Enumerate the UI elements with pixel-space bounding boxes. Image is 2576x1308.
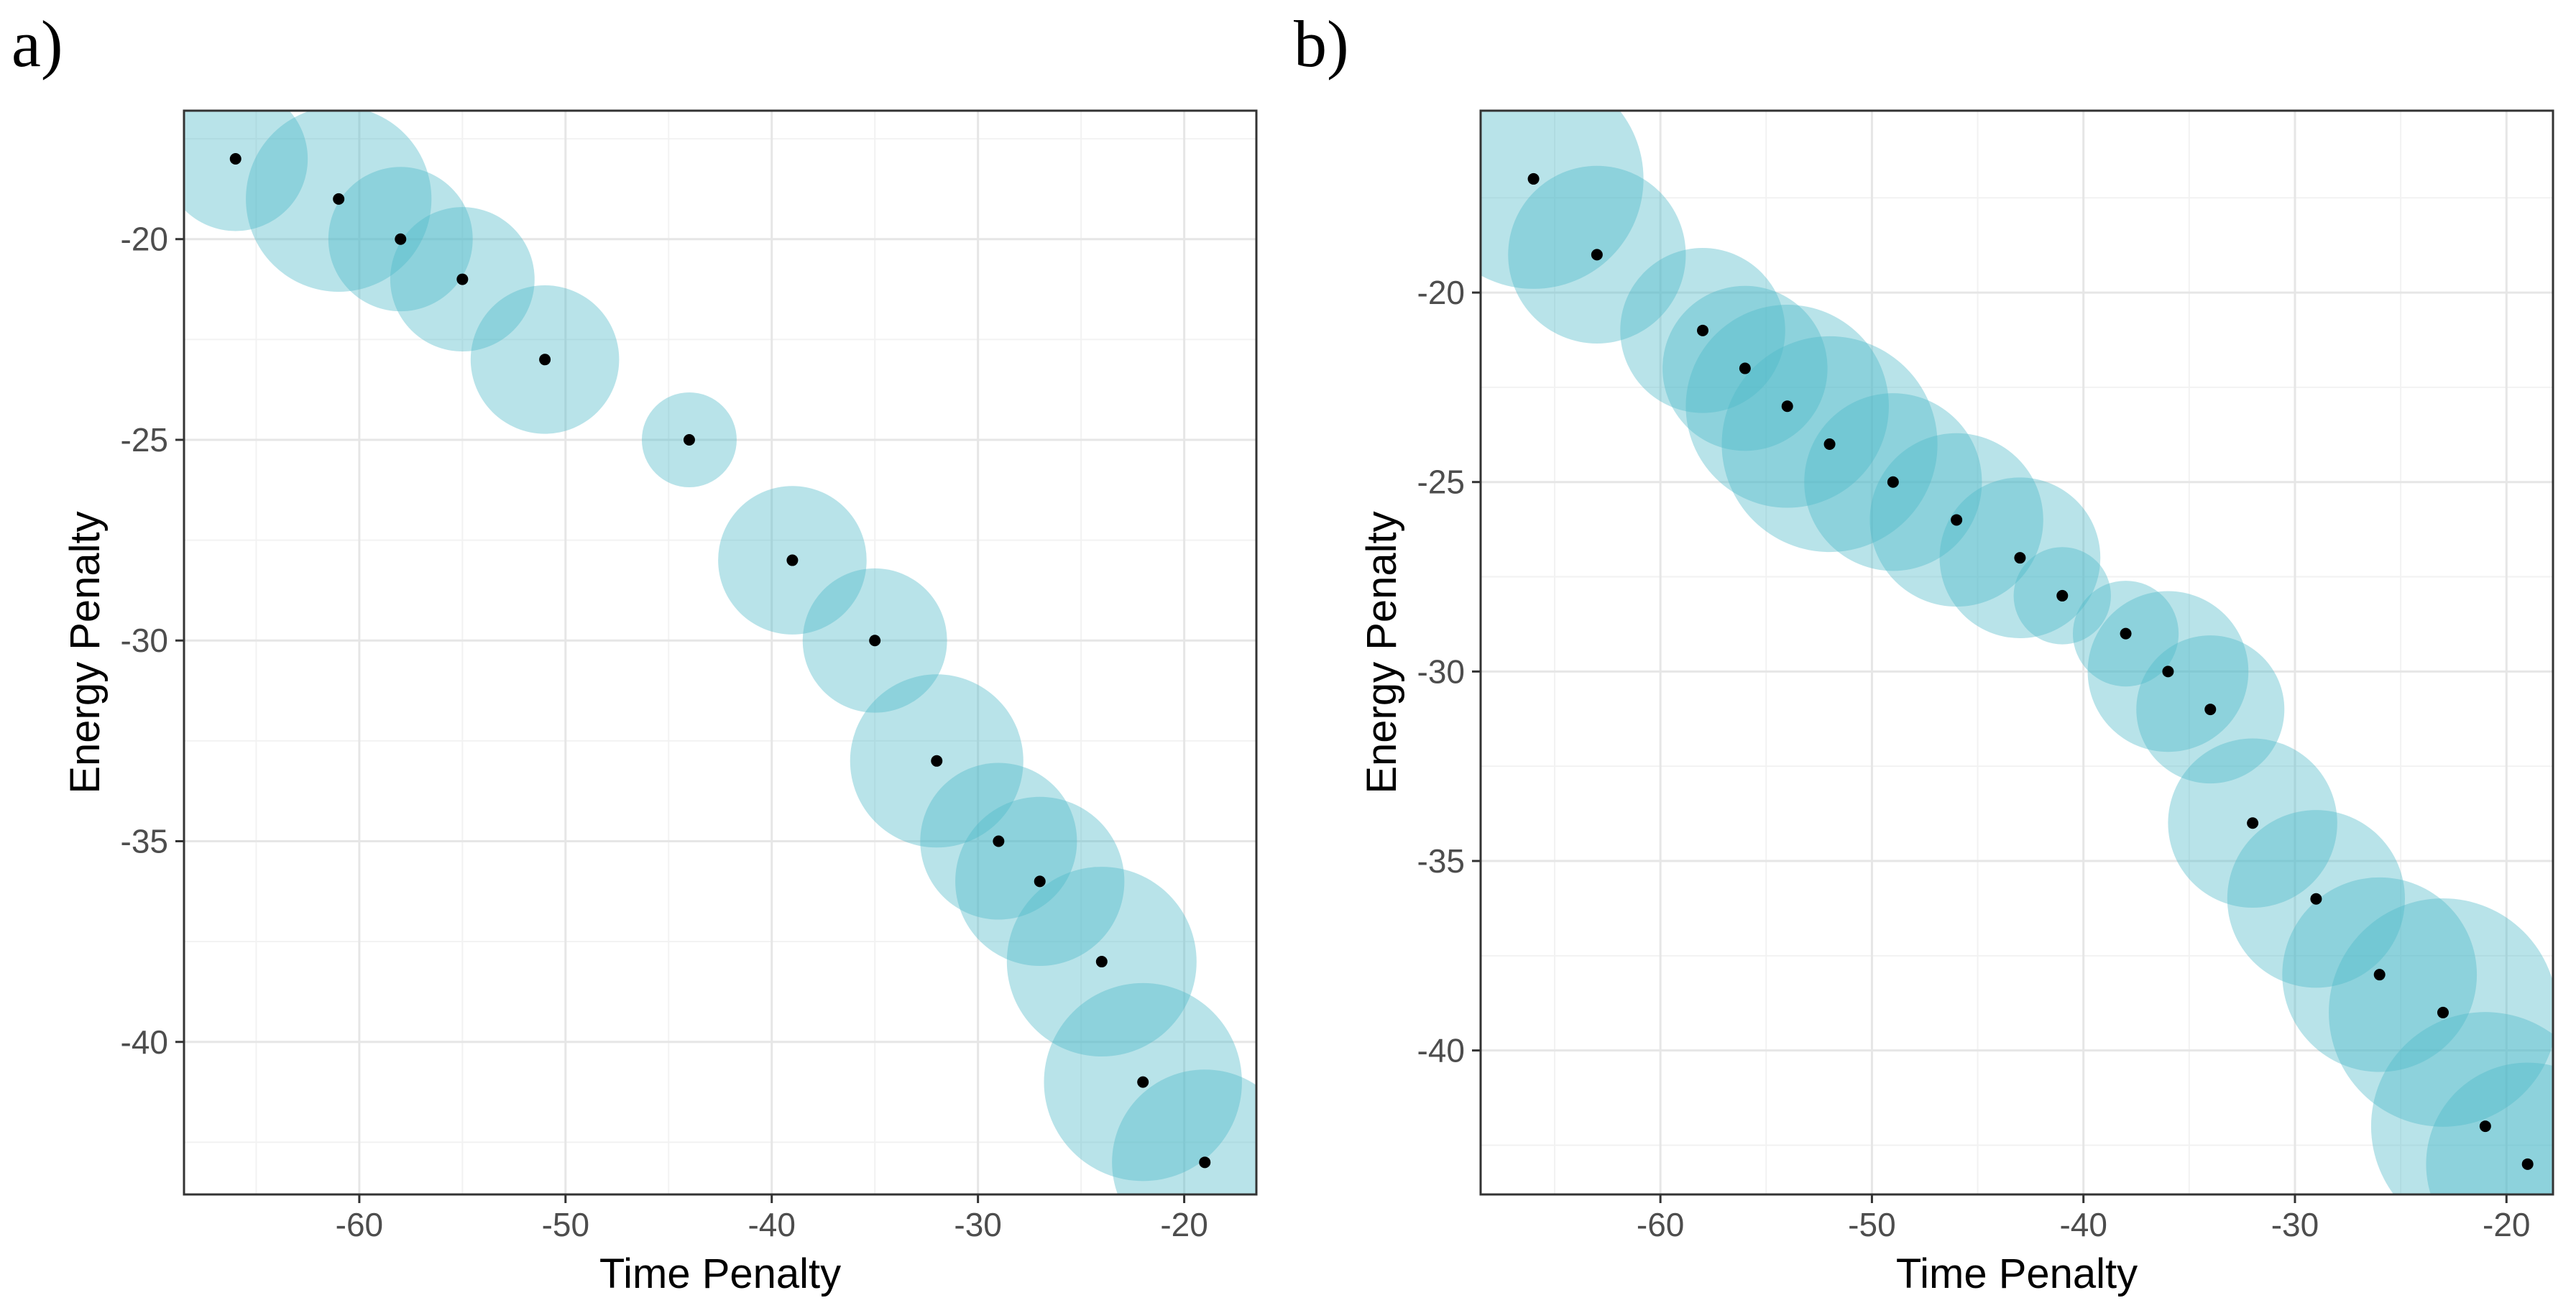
panel-b-data-point	[2247, 817, 2259, 829]
panel-b-data-point	[1739, 362, 1751, 374]
panel-b-y-tick-label: -35	[1417, 842, 1465, 880]
panel-a-y-ticks: -20 -25 -30 -35 -40	[121, 221, 184, 1061]
panel-b-x-tick-label: -20	[2483, 1206, 2530, 1243]
panel-b-data-point	[1951, 514, 1963, 526]
panel-b-data-point	[2014, 552, 2026, 564]
panel-a-y-tick-label: -40	[121, 1023, 168, 1061]
panel-a-bubble	[184, 111, 308, 231]
panel-b-data-point	[2162, 665, 2174, 678]
panel-a-y-tick-label: -30	[121, 622, 168, 659]
panel-b-plot-frame	[1479, 109, 2554, 1196]
panel-b-x-axis-title: Time Penalty	[1896, 1251, 2138, 1297]
panel-b-x-ticks: -60 -50 -40 -30 -20	[1637, 1194, 2531, 1243]
panel-a-x-ticks: -60 -50 -40 -30 -20	[336, 1194, 1208, 1243]
panel-a-data-point	[1199, 1156, 1211, 1169]
panel-b-data-point	[1696, 324, 1708, 336]
panel-a-data-point	[229, 153, 242, 165]
panel-b-y-tick-label: -40	[1417, 1032, 1465, 1069]
panel-b-y-tick-label: -20	[1417, 274, 1465, 311]
panel-b-data-point	[1823, 438, 1836, 450]
panel-b-y-tick-label: -30	[1417, 653, 1465, 690]
panel-a-bubble	[1112, 1069, 1256, 1194]
panel-b-data-point	[2437, 1006, 2449, 1018]
panel-b-label: b)	[1294, 7, 1349, 80]
panel-b: b) -60 -50 -40 -30 -20 -20 -25 -30 -35 -40 Time …	[1294, 7, 2554, 1297]
panel-b-x-tick-label: -60	[1637, 1206, 1684, 1243]
panel-b-data-point	[2204, 704, 2217, 716]
panel-b-data-point	[1781, 400, 1793, 413]
panel-a-data-point	[456, 273, 469, 285]
panel-a-bubbles	[184, 111, 1256, 1194]
panel-a-x-tick-label: -20	[1160, 1206, 1208, 1243]
panel-a-gridlines	[184, 111, 1256, 1194]
panel-a-points	[229, 153, 1211, 1169]
panel-b-data-point	[1591, 249, 1603, 261]
panel-b-x-tick-label: -30	[2271, 1206, 2319, 1243]
panel-b-points	[1527, 172, 2534, 1170]
panel-a-y-tick-label: -35	[121, 823, 168, 860]
panel-a-x-tick-label: -30	[954, 1206, 1001, 1243]
panel-a-x-tick-label: -60	[336, 1206, 383, 1243]
panel-a-data-point	[539, 354, 551, 366]
panel-a-x-axis-title: Time Penalty	[599, 1251, 841, 1297]
panel-a-plot-frame	[183, 109, 1258, 1196]
panel-b-x-tick-label: -40	[2059, 1206, 2107, 1243]
panel-a-data-point	[869, 635, 881, 647]
panel-a-data-point	[333, 193, 345, 205]
panel-a-data-point	[395, 233, 407, 245]
panel-b-bubble	[1481, 111, 1644, 289]
panel-a-data-point	[1095, 956, 1108, 968]
panel-b-data-point	[2056, 589, 2069, 602]
panel-a-data-point	[1034, 875, 1046, 888]
panel-a-y-tick-label: -20	[121, 221, 168, 258]
panel-a-data-point	[931, 755, 943, 767]
panel-b-x-tick-label: -50	[1848, 1206, 1895, 1243]
panel-b-bubble	[2370, 1012, 2553, 1194]
panel-b-data-point	[1527, 172, 1540, 185]
panel-b-y-ticks: -20 -25 -30 -35 -40	[1417, 274, 1481, 1069]
panel-a-x-tick-label: -50	[542, 1206, 589, 1243]
panel-a-data-point	[1137, 1076, 1149, 1088]
panel-b-y-tick-label: -25	[1417, 464, 1465, 501]
panel-b-y-axis-title: Energy Penalty	[1358, 511, 1405, 793]
panel-b-bubbles	[1481, 111, 2553, 1194]
panel-a-y-tick-label: -25	[121, 421, 168, 459]
panel-b-data-point	[2479, 1120, 2491, 1133]
panel-a-x-tick-label: -40	[748, 1206, 795, 1243]
panel-b-data-point	[2310, 893, 2322, 905]
panel-a-data-point	[786, 554, 799, 566]
panel-b-gridlines	[1481, 111, 2553, 1194]
panel-b-data-point	[2120, 627, 2132, 640]
panel-b-data-point	[1887, 476, 1899, 488]
panel-b-data-point	[2373, 969, 2386, 981]
panel-a: a) -60 -50 -40 -30 -20 -20 -25 -30 -35 -40 Time …	[12, 7, 1258, 1297]
panel-b-data-point	[2521, 1158, 2534, 1170]
panel-a-data-point	[993, 835, 1005, 847]
panel-a-label: a)	[12, 7, 63, 80]
panel-a-data-point	[683, 433, 695, 446]
panel-a-y-axis-title: Energy Penalty	[62, 511, 109, 793]
